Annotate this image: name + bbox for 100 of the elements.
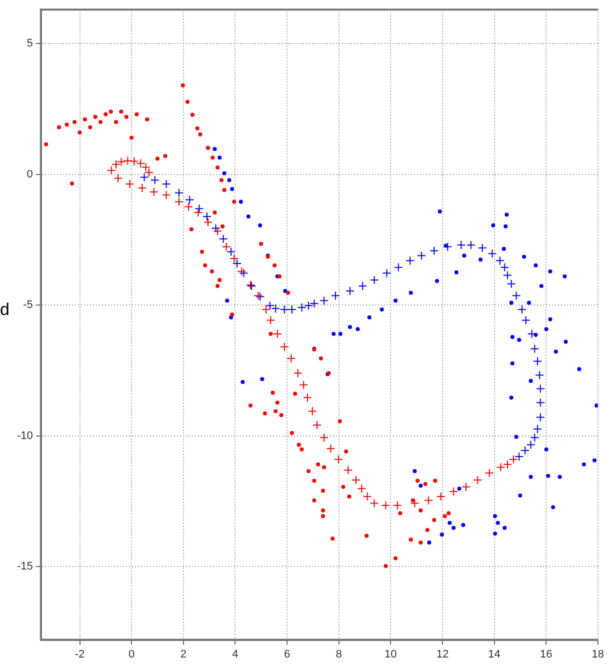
point: [150, 176, 160, 185]
point: [320, 296, 329, 306]
point: [456, 240, 466, 250]
point: [530, 433, 540, 442]
point: [174, 197, 184, 206]
point: [496, 462, 506, 472]
point: [286, 354, 296, 363]
y-axis-title: d: [0, 300, 10, 320]
point: [533, 424, 542, 434]
point: [162, 190, 171, 200]
point: [230, 254, 239, 264]
point: [508, 454, 518, 464]
point: [106, 166, 116, 175]
x-tick-label: 8: [336, 648, 342, 660]
point: [512, 291, 521, 300]
point: [473, 476, 482, 485]
point: [394, 262, 403, 272]
point: [358, 282, 368, 290]
point: [430, 246, 439, 256]
point: [293, 368, 302, 378]
point: [114, 174, 123, 183]
point: [506, 279, 516, 288]
point: [130, 156, 139, 166]
y-tick-label: -15: [16, 560, 33, 573]
point: [262, 305, 271, 314]
x-tick-label: 0: [128, 648, 135, 660]
point: [302, 393, 312, 402]
x-tick-label: 4: [232, 648, 238, 660]
x-tick-label: 18: [592, 648, 604, 660]
point: [330, 291, 340, 300]
point: [226, 247, 236, 256]
point: [462, 482, 471, 492]
point: [287, 305, 296, 314]
point: [449, 487, 458, 496]
point: [232, 259, 242, 268]
point: [149, 187, 158, 196]
point: [502, 270, 512, 280]
point: [521, 316, 530, 325]
point: [222, 242, 231, 252]
point: [138, 183, 147, 192]
point: [344, 466, 353, 475]
point: [299, 380, 308, 390]
point: [406, 256, 415, 266]
x-tick-label: 2: [180, 648, 186, 660]
y-tick-label: -10: [16, 430, 33, 442]
point: [140, 172, 149, 182]
point: [184, 202, 194, 212]
point: [203, 218, 212, 227]
x-tick-label: 6: [284, 648, 290, 660]
point: [202, 212, 212, 221]
point: [345, 286, 354, 296]
point: [211, 224, 220, 233]
point: [530, 344, 540, 354]
point: [536, 398, 545, 408]
point: [370, 275, 379, 284]
point: [194, 208, 203, 218]
point: [535, 370, 544, 380]
point: [410, 498, 420, 508]
point: [357, 484, 366, 494]
point: [334, 454, 344, 464]
point: [443, 242, 452, 252]
x-tick-label: 12: [436, 648, 449, 660]
point: [514, 452, 524, 461]
point: [174, 188, 184, 198]
y-tick-label: 5: [26, 38, 33, 50]
point: [536, 412, 545, 422]
point: [392, 500, 402, 510]
point: [436, 492, 446, 501]
point: [312, 420, 322, 430]
point: [416, 251, 426, 260]
point: [517, 305, 526, 314]
point: [297, 302, 306, 312]
point: [326, 444, 336, 454]
point: [478, 243, 487, 252]
point: [533, 356, 542, 366]
point: [310, 299, 319, 308]
point: [272, 329, 282, 338]
point: [280, 342, 289, 352]
point: [466, 240, 476, 250]
point: [526, 440, 536, 450]
point: [488, 249, 497, 258]
point: [381, 500, 390, 510]
point: [112, 160, 121, 169]
point: [116, 157, 126, 166]
point: [266, 316, 276, 325]
point: [520, 446, 530, 455]
point: [351, 476, 360, 485]
point: [185, 195, 194, 204]
point: [123, 156, 132, 166]
point: [424, 496, 433, 505]
x-tick-label: -2: [74, 648, 85, 660]
point: [370, 498, 379, 508]
point: [162, 180, 171, 189]
y-tick-label: 0: [26, 168, 33, 180]
point: [382, 268, 392, 278]
point: [213, 226, 222, 236]
point: [502, 460, 512, 469]
point: [362, 492, 372, 501]
point: [320, 433, 329, 442]
x-tick-label: 10: [384, 648, 397, 660]
